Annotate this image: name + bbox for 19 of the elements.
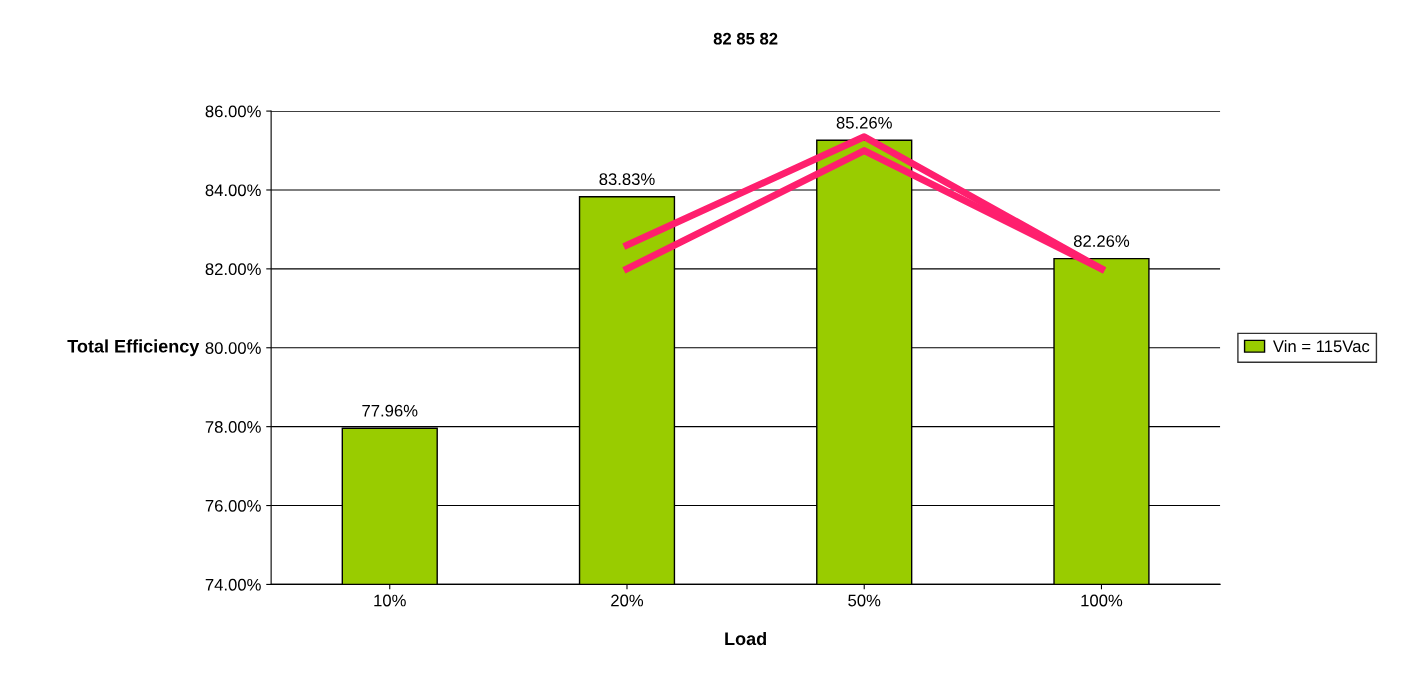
y-tick-label: 82.00% xyxy=(205,263,261,276)
y-axis-title: Total Efficiency xyxy=(67,339,200,357)
x-tick-label: 20% xyxy=(611,594,644,607)
y-tick-label: 84.00% xyxy=(205,184,261,197)
y-tick-label: 86.00% xyxy=(205,105,261,118)
y-tick-label: 76.00% xyxy=(205,499,261,512)
data-label: 85.26% xyxy=(836,116,892,129)
x-axis-title: Load xyxy=(725,631,766,646)
chart-title: 82 85 82 xyxy=(713,32,778,45)
x-tick-label: 10% xyxy=(374,594,406,607)
y-tick-label: 74.00% xyxy=(205,578,261,591)
y-tick-label: 78.00% xyxy=(205,421,261,433)
legend-label: Vin = 115Vac xyxy=(1272,339,1370,353)
y-tick-label: 80.00% xyxy=(205,342,261,354)
x-tick-label: 50% xyxy=(848,594,881,607)
data-label: 82.26% xyxy=(1073,235,1130,247)
data-label: 77.96% xyxy=(362,404,418,417)
data-label: 83.83% xyxy=(599,173,655,186)
x-tick-label: 100% xyxy=(1081,594,1123,607)
